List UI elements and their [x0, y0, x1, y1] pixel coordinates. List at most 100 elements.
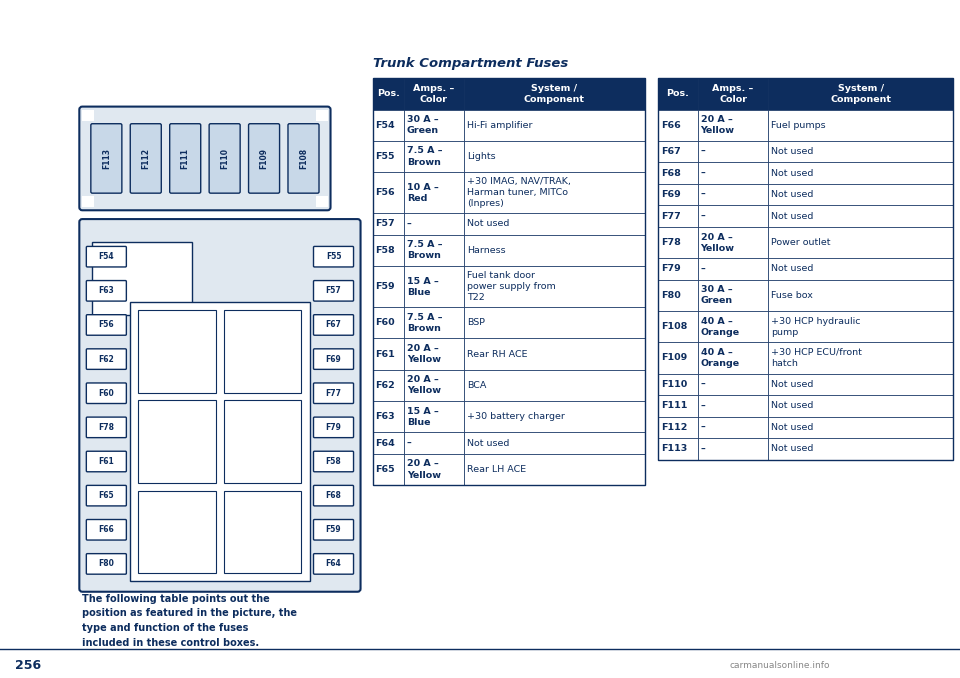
FancyBboxPatch shape [86, 519, 127, 540]
Text: System /
Component: System / Component [524, 84, 585, 104]
Bar [404, 370, 464, 401]
Bar [658, 280, 698, 311]
FancyBboxPatch shape [314, 485, 353, 506]
Bar [372, 266, 404, 307]
Text: F111: F111 [660, 401, 687, 410]
Text: F63: F63 [99, 286, 114, 296]
Bar [464, 266, 645, 307]
FancyBboxPatch shape [314, 383, 353, 403]
Text: +30 HCP ECU/front
hatch: +30 HCP ECU/front hatch [772, 348, 862, 368]
Text: F109: F109 [259, 148, 269, 169]
Text: Not used: Not used [467, 439, 509, 447]
Text: F54: F54 [375, 121, 396, 129]
FancyBboxPatch shape [314, 281, 353, 301]
Text: BCA: BCA [467, 381, 486, 390]
Text: F68: F68 [325, 491, 342, 500]
Bar [698, 395, 768, 417]
Bar [698, 438, 768, 460]
FancyBboxPatch shape [314, 246, 353, 267]
Text: –: – [701, 401, 706, 410]
Bar [372, 235, 404, 266]
Bar [698, 205, 768, 227]
Text: F58: F58 [375, 246, 396, 255]
Bar [768, 205, 953, 227]
Bar [698, 78, 768, 110]
Bar [768, 311, 953, 342]
Bar [224, 310, 301, 393]
Text: System /
Component: System / Component [830, 84, 891, 104]
Bar [768, 342, 953, 374]
Bar [372, 141, 404, 172]
Bar [698, 342, 768, 374]
Bar [464, 338, 645, 370]
Text: F62: F62 [375, 381, 396, 390]
Bar [658, 417, 698, 438]
Text: F61: F61 [99, 457, 114, 466]
Bar [404, 307, 464, 338]
Text: F69: F69 [660, 190, 681, 199]
Bar [138, 310, 216, 393]
Text: 7.5 A –
Brown: 7.5 A – Brown [407, 240, 443, 260]
Text: 20 A –
Yellow: 20 A – Yellow [407, 460, 441, 479]
FancyBboxPatch shape [209, 123, 240, 193]
Text: F57: F57 [325, 286, 342, 296]
Text: F112: F112 [141, 148, 151, 169]
Text: F67: F67 [660, 147, 681, 156]
Text: 256: 256 [15, 659, 41, 673]
Bar [138, 491, 216, 573]
FancyBboxPatch shape [314, 315, 353, 335]
Bar [404, 213, 464, 235]
Text: F67: F67 [325, 321, 342, 330]
Bar [464, 454, 645, 485]
FancyBboxPatch shape [170, 123, 201, 193]
Text: 30 A –
Green: 30 A – Green [407, 115, 439, 135]
Text: F77: F77 [660, 212, 681, 220]
Text: F113: F113 [102, 148, 110, 169]
Bar [372, 172, 404, 213]
Bar [131, 302, 309, 581]
Bar [372, 370, 404, 401]
Bar [698, 110, 768, 141]
Bar [658, 184, 698, 205]
Text: Power outlet: Power outlet [772, 238, 831, 247]
Text: F80: F80 [99, 559, 114, 568]
Bar [404, 433, 464, 454]
Bar [768, 162, 953, 184]
Text: Amps. –
Color: Amps. – Color [413, 84, 454, 104]
Bar [768, 438, 953, 460]
Text: F64: F64 [325, 559, 342, 568]
Text: Not used: Not used [772, 423, 814, 432]
Text: Fuel pumps: Fuel pumps [772, 121, 827, 129]
Text: 7: 7 [3, 379, 14, 394]
Text: F108: F108 [660, 322, 687, 331]
Text: F56: F56 [99, 321, 114, 330]
Text: Pos.: Pos. [376, 89, 399, 98]
Text: +30 battery charger: +30 battery charger [467, 412, 564, 421]
Text: F77: F77 [325, 388, 342, 398]
Bar [768, 184, 953, 205]
Text: F57: F57 [375, 220, 396, 228]
Text: +30 HCP hydraulic
pump: +30 HCP hydraulic pump [772, 317, 861, 337]
Text: Not used: Not used [772, 190, 814, 199]
Text: F61: F61 [375, 350, 396, 359]
Text: F55: F55 [325, 252, 341, 261]
Text: Not used: Not used [772, 445, 814, 454]
Bar [698, 162, 768, 184]
FancyBboxPatch shape [86, 246, 127, 267]
Bar [658, 141, 698, 162]
Bar [404, 454, 464, 485]
Bar [404, 266, 464, 307]
Bar [372, 401, 404, 433]
Text: F69: F69 [325, 355, 342, 363]
Text: F110: F110 [220, 148, 229, 169]
Text: –: – [701, 423, 706, 432]
Text: F55: F55 [375, 152, 396, 161]
Bar [464, 401, 645, 433]
Text: –: – [701, 147, 706, 156]
Text: Lights: Lights [467, 152, 495, 161]
Bar [464, 307, 645, 338]
Bar [464, 235, 645, 266]
FancyBboxPatch shape [80, 219, 361, 592]
Bar [698, 280, 768, 311]
Text: 20 A –
Yellow: 20 A – Yellow [407, 344, 441, 364]
